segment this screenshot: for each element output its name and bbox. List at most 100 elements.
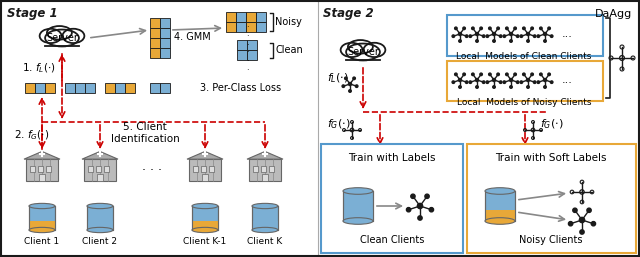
FancyBboxPatch shape [447, 15, 603, 56]
Text: Local  Models of Noisy Clients: Local Models of Noisy Clients [457, 98, 591, 107]
Bar [256, 12, 266, 22]
Ellipse shape [45, 30, 79, 47]
Bar [253, 166, 259, 172]
Bar [38, 166, 44, 172]
Bar [160, 48, 170, 58]
FancyBboxPatch shape [467, 144, 636, 253]
Text: · · ·: · · · [142, 163, 162, 177]
Bar [226, 22, 236, 32]
Ellipse shape [252, 203, 278, 209]
Circle shape [520, 81, 523, 84]
Bar [35, 83, 45, 93]
Text: Clean: Clean [275, 45, 303, 55]
Circle shape [550, 35, 553, 38]
Circle shape [527, 40, 529, 42]
Circle shape [465, 35, 468, 38]
Bar [75, 83, 85, 93]
Circle shape [472, 73, 474, 76]
Circle shape [480, 73, 483, 76]
Circle shape [472, 27, 474, 30]
Text: Local  Models of Clean Clients: Local Models of Clean Clients [456, 52, 592, 61]
Circle shape [523, 27, 525, 30]
Circle shape [509, 86, 512, 88]
Bar [150, 48, 160, 58]
Circle shape [568, 222, 573, 226]
Circle shape [527, 78, 529, 81]
Circle shape [454, 73, 457, 76]
Bar [87, 221, 113, 230]
Circle shape [486, 81, 488, 84]
Circle shape [418, 216, 422, 220]
Circle shape [550, 81, 553, 84]
Ellipse shape [47, 26, 72, 40]
Bar [26, 159, 58, 181]
Bar [45, 38, 79, 46]
Bar [236, 22, 246, 32]
Bar [246, 22, 256, 32]
Bar [343, 210, 373, 221]
Ellipse shape [192, 227, 218, 233]
Circle shape [476, 32, 479, 35]
Bar [29, 221, 55, 230]
Circle shape [548, 73, 550, 76]
Text: Client 1: Client 1 [24, 237, 60, 246]
Circle shape [411, 194, 415, 198]
Circle shape [349, 90, 351, 92]
Circle shape [591, 222, 596, 226]
Ellipse shape [63, 29, 84, 43]
Bar [125, 83, 135, 93]
Text: ...: ... [562, 29, 573, 39]
Ellipse shape [343, 218, 373, 224]
Text: Train with Soft Labels: Train with Soft Labels [495, 153, 607, 163]
Bar [485, 210, 515, 221]
Text: 4. GMM: 4. GMM [174, 32, 211, 42]
Polygon shape [82, 151, 118, 159]
Bar [209, 166, 214, 172]
Circle shape [452, 81, 454, 84]
Circle shape [516, 35, 519, 38]
Ellipse shape [343, 188, 373, 194]
Bar [115, 83, 125, 93]
Circle shape [537, 81, 540, 84]
Text: $f_G(\cdot)$: $f_G(\cdot)$ [327, 117, 351, 131]
Text: Server: Server [46, 33, 78, 43]
Circle shape [544, 40, 547, 42]
Circle shape [353, 77, 355, 80]
Bar [485, 191, 515, 221]
Bar [29, 206, 55, 230]
Bar [247, 40, 257, 50]
Circle shape [476, 40, 478, 42]
Text: Train with Labels: Train with Labels [348, 153, 436, 163]
Circle shape [459, 86, 461, 88]
Circle shape [463, 27, 465, 30]
Bar [65, 83, 75, 93]
Circle shape [429, 208, 433, 212]
Circle shape [506, 73, 508, 76]
Circle shape [486, 35, 488, 38]
Circle shape [355, 85, 358, 87]
Text: 2. $f_G(\cdot)$: 2. $f_G(\cdot)$ [14, 128, 49, 142]
Ellipse shape [340, 43, 362, 57]
Bar [29, 166, 35, 172]
Circle shape [348, 82, 351, 86]
Ellipse shape [29, 227, 55, 233]
Circle shape [492, 32, 495, 35]
Circle shape [579, 217, 585, 223]
Bar [85, 83, 95, 93]
Circle shape [476, 78, 479, 81]
Bar [237, 50, 247, 60]
Ellipse shape [192, 203, 218, 209]
Text: ·
·
·: · · · [246, 49, 248, 76]
Circle shape [503, 81, 506, 84]
Bar [160, 38, 170, 48]
Circle shape [573, 208, 577, 213]
Circle shape [458, 78, 461, 81]
Polygon shape [24, 151, 60, 159]
Bar [150, 38, 160, 48]
Text: ...: ... [562, 75, 573, 85]
Bar [200, 166, 206, 172]
Bar [150, 18, 160, 28]
Circle shape [509, 32, 513, 35]
Bar [192, 221, 218, 230]
Ellipse shape [29, 203, 55, 209]
